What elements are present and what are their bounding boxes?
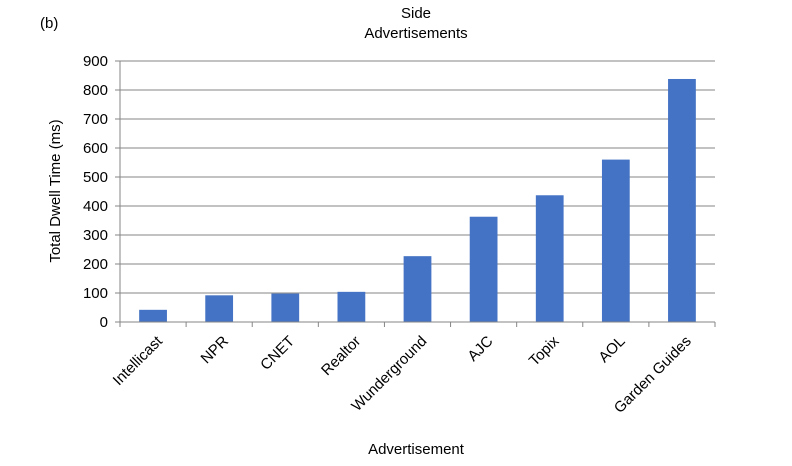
y-tick-label: 200 <box>83 256 108 273</box>
y-tick-label: 900 <box>83 53 108 70</box>
y-tick-label: 100 <box>83 285 108 302</box>
x-tick-label: Intellicast <box>110 332 167 389</box>
bar <box>535 195 564 322</box>
x-tick-label: CNET <box>257 333 298 374</box>
bar <box>205 295 234 322</box>
x-tick-label: Realtor <box>318 333 364 379</box>
y-tick-label: 500 <box>83 169 108 186</box>
x-tick-label: Topix <box>526 332 563 369</box>
panel-label: (b) <box>40 15 58 32</box>
bar <box>668 78 696 322</box>
bar <box>337 291 366 322</box>
y-axis-ticks: 0 100 200 300 400 500 600 700 800 900 <box>83 53 120 331</box>
y-tick-label: 600 <box>83 140 108 157</box>
y-axis-label: Total Dwell Time (ms) <box>47 119 64 262</box>
chart-title-line-1: Side <box>401 5 431 22</box>
y-tick-label: 700 <box>83 111 108 128</box>
y-tick-label: 400 <box>83 198 108 215</box>
x-axis-label: Advertisement <box>368 441 465 458</box>
bars <box>139 78 696 322</box>
bar <box>139 309 167 322</box>
gridlines <box>120 60 715 294</box>
bar <box>601 159 630 322</box>
chart-title-line-2: Advertisements <box>364 25 467 42</box>
bar <box>403 256 432 322</box>
x-tick-label: NPR <box>198 333 233 368</box>
x-tick-label: AJC <box>464 333 496 365</box>
y-tick-label: 800 <box>83 82 108 99</box>
bar <box>469 216 498 322</box>
axes <box>119 61 715 323</box>
bar <box>271 293 300 322</box>
y-tick-label: 0 <box>100 314 108 331</box>
x-tick-label: AOL <box>595 333 628 366</box>
y-tick-label: 300 <box>83 227 108 244</box>
